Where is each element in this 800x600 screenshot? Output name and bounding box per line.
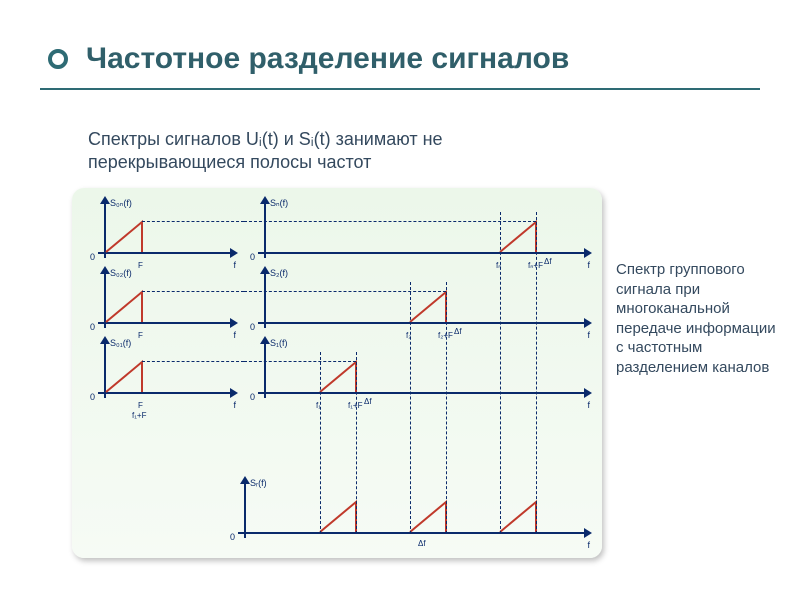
- subtitle-text: Спектры сигналов Uᵢ(t) и Sᵢ(t) занимают …: [88, 128, 568, 175]
- side-description: Спектр группового сигнала при многоканал…: [616, 260, 776, 377]
- title-row: Частотное разделение сигналов: [48, 42, 569, 76]
- bullet-icon: [48, 49, 68, 69]
- diagram-panel: 0 S₀ₙ(f) fF 0 Sₙ(f) ffₙfₙ+FΔf 0 S₀₂(f) f…: [72, 188, 602, 558]
- page-title: Частотное разделение сигналов: [86, 42, 569, 76]
- baseband-plot: 0 S₀ₙ(f) fF: [84, 198, 236, 268]
- title-underline: [40, 88, 760, 90]
- shifted-plot: 0 S₂(f) ff₂f₂+FΔf: [244, 268, 590, 338]
- baseband-plot: 0 S₀₁(f) fFf₁+F: [84, 338, 236, 408]
- shifted-plot: 0 Sₙ(f) ffₙfₙ+FΔf: [244, 198, 590, 268]
- baseband-plot: 0 S₀₂(f) fF: [84, 268, 236, 338]
- group-spectrum-plot: 0 Sᵣ(f) fΔf: [84, 478, 590, 548]
- plot-grid: 0 S₀ₙ(f) fF 0 Sₙ(f) ffₙfₙ+FΔf 0 S₀₂(f) f…: [84, 198, 590, 548]
- shifted-plot: 0 S₁(f) ff₁f₁+FΔf: [244, 338, 590, 408]
